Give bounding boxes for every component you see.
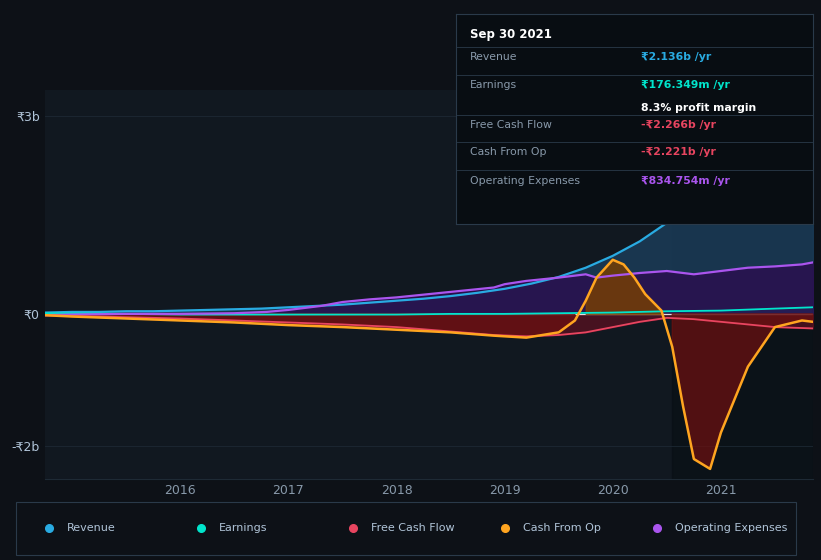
Text: Cash From Op: Cash From Op	[470, 147, 547, 157]
Text: -₹2.221b /yr: -₹2.221b /yr	[641, 147, 716, 157]
Text: Free Cash Flow: Free Cash Flow	[371, 523, 455, 533]
Text: Sep 30 2021: Sep 30 2021	[470, 27, 552, 41]
Text: ₹834.754m /yr: ₹834.754m /yr	[641, 176, 730, 186]
Text: Cash From Op: Cash From Op	[523, 523, 601, 533]
Text: Earnings: Earnings	[470, 80, 517, 90]
Text: Operating Expenses: Operating Expenses	[675, 523, 787, 533]
Text: Revenue: Revenue	[67, 523, 116, 533]
Text: -₹2.266b /yr: -₹2.266b /yr	[641, 120, 717, 130]
Text: ₹176.349m /yr: ₹176.349m /yr	[641, 80, 730, 90]
Text: ₹2.136b /yr: ₹2.136b /yr	[641, 52, 712, 62]
Text: Revenue: Revenue	[470, 52, 517, 62]
Text: Free Cash Flow: Free Cash Flow	[470, 120, 552, 130]
Text: Earnings: Earnings	[219, 523, 268, 533]
Bar	[672, 90, 813, 479]
Text: Operating Expenses: Operating Expenses	[470, 176, 580, 186]
Text: 8.3% profit margin: 8.3% profit margin	[641, 103, 757, 113]
